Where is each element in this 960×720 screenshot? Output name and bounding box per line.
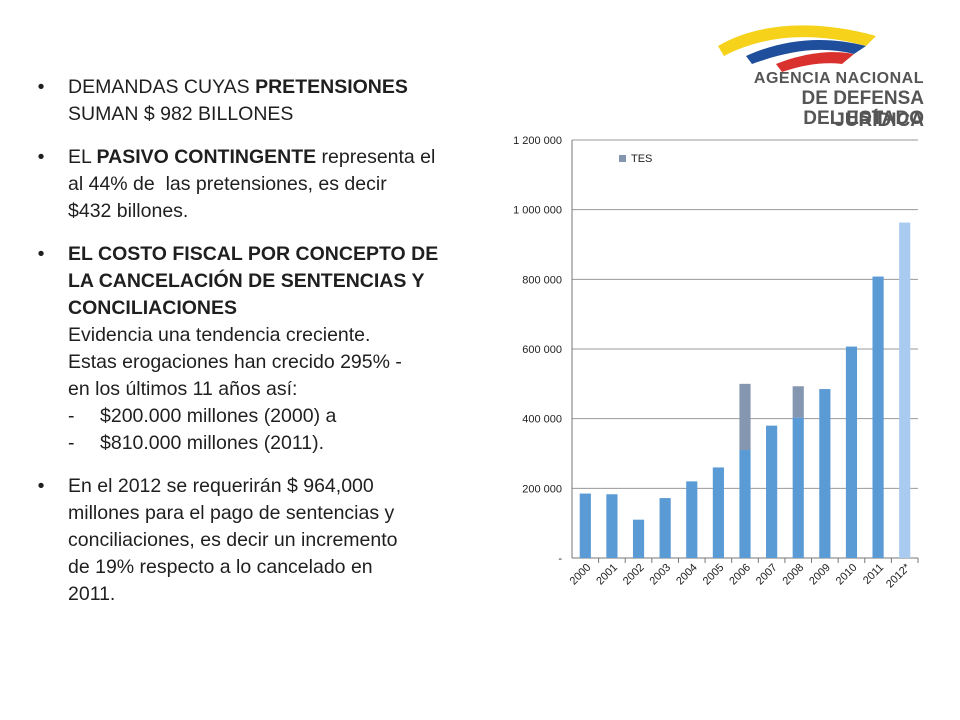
x-tick-label: 2000 [568,562,594,588]
x-tick-label: 2010 [834,562,860,588]
bullet-pretensiones: • DEMANDAS CUYAS PRETENSIONES SUMAN $ 98… [34,74,474,128]
b3-line-2: LA CANCELACIÓN DE SENTENCIAS Y [68,270,425,292]
x-tick-label: 2002 [621,562,647,588]
bar-2005 [712,467,724,558]
x-tick-label: 2001 [594,562,620,588]
b3-line-1: EL COSTO FISCAL POR CONCEPTO DE [68,243,439,265]
y-tick-label: 200 000 [522,483,562,495]
b3-text-3: en los últimos 11 años así: [68,378,298,400]
y-tick-label: 800 000 [522,274,562,286]
d1-text: $200.000 millones (2000) a [100,405,337,427]
bar-2006 [739,450,751,558]
logo-line-3: DEL ESTADO [803,108,924,129]
dash-item-2000: - $200.000 millones (2000) a [68,403,474,430]
x-tick-label: 2005 [701,562,727,588]
bar-2004 [686,481,698,558]
bar-2002 [632,519,645,558]
y-tick-label: 400 000 [522,414,562,426]
bullet-pasivo: • EL PASIVO CONTINGENTE representa el al… [34,144,474,225]
y-tick-label: 1 200 000 [513,135,562,147]
b3-line-3: CONCILIACIONES [68,297,238,319]
b2-post1: representa el [316,146,436,168]
dash-marker: - [68,432,75,454]
x-tick-label: 2009 [807,562,833,588]
x-tick-label: 2011 [861,562,886,587]
legend-label: TES [631,153,652,165]
x-tick-label: 2007 [754,562,780,588]
bullet-dot: • [37,146,45,168]
logo-flag-icon [718,25,876,72]
x-tick-label: 2006 [727,562,753,588]
bullet-dot: • [37,475,45,497]
dash-marker: - [68,405,75,427]
bar-tes-2006 [739,383,751,451]
bar-2010 [845,346,858,558]
legend-swatch [619,155,626,162]
b1-post: SUMAN $ 982 BILLONES [68,103,294,125]
bar-2003 [659,498,671,558]
y-tick-label: - [558,553,562,565]
bar-2000 [579,493,591,558]
y-tick-label: 1 000 000 [513,205,562,217]
b1-bold: PRETENSIONES [255,76,408,98]
x-tick-label: 2012* [884,561,913,590]
bullet-dot: • [37,243,45,265]
x-tick-label: 2008 [781,562,807,588]
b4-line-1: En el 2012 se requerirán $ 964,000 [68,475,374,497]
dash-item-2011: - $810.000 millones (2011). [68,430,474,457]
bar-2009 [819,389,831,558]
bar-tes-2008 [792,386,804,418]
bar-2007 [766,425,778,558]
logo-line-1: AGENCIA NACIONAL [753,70,924,87]
costo-fiscal-detail: Evidencia una tendencia creciente. Estas… [68,322,474,457]
bullet-dot: • [37,76,45,98]
bar-2001 [606,494,618,558]
logo-line-2: DE DEFENSA JURÍDICA [801,88,924,131]
bar-2012* [899,222,911,558]
d2-text: $810.000 millones (2011). [100,432,325,454]
x-tick-label: 2003 [647,562,673,588]
bar-2008 [792,417,804,558]
b2-pre: EL [68,146,97,168]
b2-post3: $432 billones. [68,200,189,222]
y-tick-label: 600 000 [522,344,562,356]
b2-bold: PASIVO CONTINGENTE [96,146,317,168]
b4-line-4: de 19% respecto a lo cancelado en [68,556,373,578]
b4-line-2: millones para el pago de sentencias y [68,502,395,524]
b3-text-2: Estas erogaciones han crecido 295% - [68,351,402,373]
b2-post2: al 44% de las pretensiones, es decir [68,173,387,195]
b4-line-5: 2011. [68,583,116,605]
b3-text-1: Evidencia una tendencia creciente. [68,324,371,346]
bullet-costo-fiscal: • EL COSTO FISCAL POR CONCEPTO DE LA CAN… [34,241,474,322]
bullet-list: • DEMANDAS CUYAS PRETENSIONES SUMAN $ 98… [34,74,474,608]
bullet-2012: • En el 2012 se requerirán $ 964,000 mil… [34,473,474,608]
x-tick-label: 2004 [674,562,700,588]
bar-2011 [872,276,884,558]
b1-pre: DEMANDAS CUYAS [68,76,256,98]
b4-line-3: conciliaciones, es decir un incremento [68,529,398,551]
agency-logo: AGENCIA NACIONAL DE DEFENSA JURÍDICA DEL… [716,20,946,131]
